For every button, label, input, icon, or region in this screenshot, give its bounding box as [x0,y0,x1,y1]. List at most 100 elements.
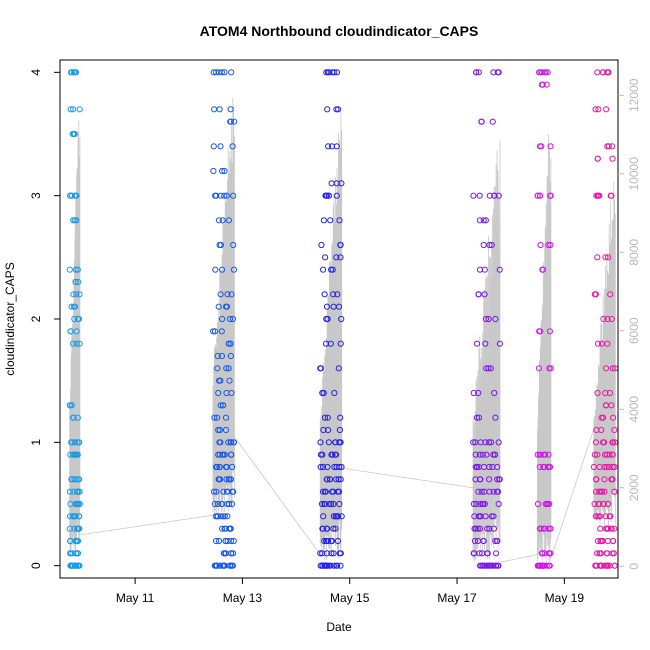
point [336,500,343,508]
point [324,476,331,483]
point [487,365,494,372]
point [336,426,343,434]
point [214,365,221,372]
point [594,550,601,557]
point [326,69,333,76]
point [472,451,479,458]
point [591,291,598,298]
point [541,550,548,557]
point [337,476,344,483]
point [218,352,225,360]
point [482,217,489,224]
point [212,192,219,199]
point [327,562,334,569]
point [546,500,553,508]
point [473,69,480,76]
point [75,315,83,323]
point [218,328,225,335]
overlay-trace-layer [69,97,616,563]
series-4 [534,69,554,569]
point [595,106,602,113]
point [490,513,497,520]
point [495,439,502,446]
point [330,550,337,557]
point [493,550,500,557]
point [330,303,337,310]
point [606,451,613,458]
point [220,488,227,495]
point [324,106,331,113]
point [74,550,82,557]
point [495,500,502,508]
point [604,69,611,76]
point [486,476,493,483]
point [472,525,479,532]
point [216,426,223,434]
point [66,266,73,273]
point [472,476,479,483]
point [73,217,80,224]
point [336,463,343,471]
point [606,389,614,397]
point [211,106,218,113]
point [320,488,327,495]
point [327,217,334,224]
point [329,69,336,76]
point [542,451,549,458]
point [320,426,327,434]
point [217,377,224,384]
point [610,414,617,421]
point [603,550,610,557]
point [480,241,487,249]
point [210,167,217,175]
point [536,328,543,335]
point [212,562,219,569]
point [546,550,553,557]
point [496,266,503,273]
point [213,69,220,76]
point [477,513,484,520]
point [67,69,75,76]
point [214,513,221,520]
point [538,550,546,557]
point [534,500,542,508]
point [231,118,238,125]
point [68,476,75,483]
point [494,463,501,471]
point [67,192,74,199]
point [213,463,221,471]
y-right-tick-label-5: 10000 [627,157,641,191]
overlay-connector-2 [341,467,474,489]
point [332,451,339,458]
point [602,389,609,397]
point [70,291,77,298]
point [223,476,230,483]
point [328,500,335,508]
point [216,562,224,569]
point [211,500,219,508]
point [73,328,80,335]
overlay-connector-4 [550,428,595,559]
point [221,69,228,76]
y-tick-label-2: 2 [29,315,43,322]
point [317,365,324,372]
point [338,513,345,520]
point [596,488,603,495]
point [67,328,74,335]
point [226,500,233,508]
point [230,550,237,557]
point [597,525,604,532]
point [481,488,488,495]
point [485,365,492,372]
point [324,463,331,471]
point [604,143,611,150]
point [230,537,237,545]
point [608,192,615,199]
point [211,414,218,421]
point [475,291,482,298]
point [609,550,616,557]
point [470,439,477,446]
point [323,550,331,557]
point [221,167,228,175]
point [210,143,217,150]
